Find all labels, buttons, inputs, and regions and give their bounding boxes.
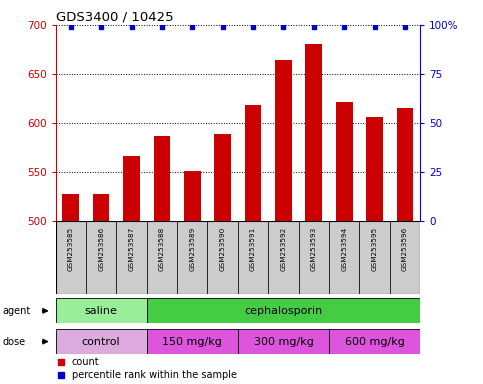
Bar bbox=[86, 221, 116, 294]
Bar bbox=[238, 221, 268, 294]
Text: GSM253592: GSM253592 bbox=[281, 227, 286, 271]
Bar bbox=[208, 221, 238, 294]
Bar bbox=[56, 329, 147, 354]
Bar bbox=[366, 117, 383, 221]
Bar bbox=[177, 221, 208, 294]
Bar bbox=[147, 298, 420, 323]
Text: saline: saline bbox=[85, 306, 117, 316]
Bar bbox=[245, 105, 261, 221]
Bar bbox=[329, 329, 420, 354]
Text: agent: agent bbox=[2, 306, 30, 316]
Bar bbox=[123, 156, 140, 221]
Text: GSM253587: GSM253587 bbox=[128, 227, 135, 271]
Text: cephalosporin: cephalosporin bbox=[244, 306, 323, 316]
Text: GSM253594: GSM253594 bbox=[341, 227, 347, 271]
Bar bbox=[298, 221, 329, 294]
Text: GSM253588: GSM253588 bbox=[159, 227, 165, 271]
Bar bbox=[62, 194, 79, 221]
Text: GSM253591: GSM253591 bbox=[250, 227, 256, 271]
Text: GSM253586: GSM253586 bbox=[98, 227, 104, 271]
Bar bbox=[329, 221, 359, 294]
Bar bbox=[359, 221, 390, 294]
Bar bbox=[154, 136, 170, 221]
Text: GSM253585: GSM253585 bbox=[68, 227, 74, 271]
Bar bbox=[147, 221, 177, 294]
Bar bbox=[116, 221, 147, 294]
Text: dose: dose bbox=[2, 336, 26, 347]
Text: GSM253593: GSM253593 bbox=[311, 227, 317, 271]
Bar bbox=[214, 134, 231, 221]
Text: control: control bbox=[82, 336, 120, 347]
Bar bbox=[56, 298, 147, 323]
Text: GSM253589: GSM253589 bbox=[189, 227, 195, 271]
Text: 600 mg/kg: 600 mg/kg bbox=[345, 336, 405, 347]
Bar bbox=[56, 221, 86, 294]
Bar bbox=[390, 221, 420, 294]
Bar bbox=[275, 60, 292, 221]
Bar bbox=[93, 194, 110, 221]
Bar bbox=[184, 171, 200, 221]
Bar bbox=[268, 221, 298, 294]
Bar bbox=[305, 43, 322, 221]
Text: GDS3400 / 10425: GDS3400 / 10425 bbox=[56, 11, 173, 24]
Bar bbox=[336, 102, 353, 221]
Bar bbox=[147, 329, 238, 354]
Bar bbox=[238, 329, 329, 354]
Text: 150 mg/kg: 150 mg/kg bbox=[162, 336, 222, 347]
Text: percentile rank within the sample: percentile rank within the sample bbox=[72, 370, 237, 380]
Text: count: count bbox=[72, 358, 99, 367]
Text: 300 mg/kg: 300 mg/kg bbox=[254, 336, 313, 347]
Text: GSM253595: GSM253595 bbox=[371, 227, 378, 271]
Bar bbox=[397, 108, 413, 221]
Text: GSM253590: GSM253590 bbox=[220, 227, 226, 271]
Text: GSM253596: GSM253596 bbox=[402, 227, 408, 271]
